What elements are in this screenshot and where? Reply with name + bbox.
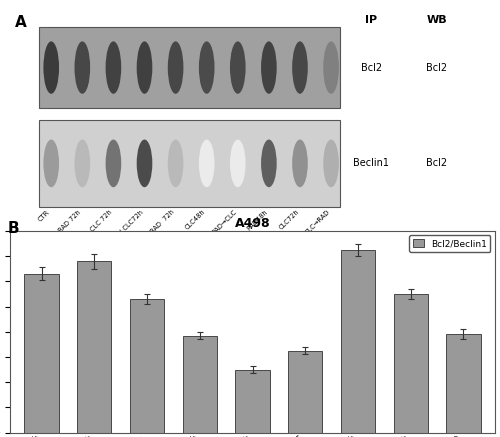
Text: Bcl2: Bcl2	[426, 158, 448, 168]
Bar	[236, 370, 270, 433]
Ellipse shape	[168, 139, 184, 187]
Text: CLC 72h: CLC 72h	[90, 209, 114, 232]
Bar	[341, 250, 375, 433]
Ellipse shape	[230, 42, 246, 94]
Text: RAD / CLC72h: RAD / CLC72h	[108, 209, 144, 246]
Text: RAD  72h: RAD 72h	[150, 209, 176, 235]
Ellipse shape	[168, 42, 184, 94]
Text: CLC→RAD: CLC→RAD	[304, 209, 331, 236]
Bar	[39, 27, 340, 108]
Ellipse shape	[199, 139, 214, 187]
Title: A498: A498	[234, 217, 270, 230]
Ellipse shape	[136, 139, 152, 187]
Ellipse shape	[230, 139, 246, 187]
Ellipse shape	[292, 42, 308, 94]
Bar	[39, 120, 340, 207]
Bar	[24, 274, 59, 433]
Bar	[77, 261, 112, 433]
Text: CLC72h: CLC72h	[278, 209, 300, 231]
Text: Beclin1: Beclin1	[354, 158, 390, 168]
Text: CTR: CTR	[38, 209, 51, 222]
Text: RAD→CLC: RAD→CLC	[210, 209, 238, 236]
Legend: Bcl2/Beclin1: Bcl2/Beclin1	[410, 236, 490, 252]
Ellipse shape	[106, 139, 121, 187]
Ellipse shape	[324, 139, 339, 187]
Bar	[288, 350, 322, 433]
Ellipse shape	[136, 42, 152, 94]
Text: RAD48h: RAD48h	[246, 209, 269, 232]
Text: RAD 72h: RAD 72h	[58, 209, 82, 233]
Ellipse shape	[44, 42, 59, 94]
Text: A: A	[15, 15, 26, 30]
Bar	[182, 336, 217, 433]
Ellipse shape	[292, 139, 308, 187]
Ellipse shape	[199, 42, 214, 94]
Text: B: B	[8, 221, 19, 236]
Bar	[394, 294, 428, 433]
Ellipse shape	[74, 139, 90, 187]
Ellipse shape	[74, 42, 90, 94]
Text: CLC48h: CLC48h	[184, 209, 206, 231]
Text: WB: WB	[426, 15, 447, 25]
Ellipse shape	[261, 139, 276, 187]
Text: IP: IP	[366, 15, 378, 25]
Ellipse shape	[324, 42, 339, 94]
Text: Bcl2: Bcl2	[426, 62, 448, 73]
Ellipse shape	[106, 42, 121, 94]
Bar	[130, 299, 164, 433]
Ellipse shape	[44, 139, 59, 187]
Bar	[446, 334, 480, 433]
Ellipse shape	[261, 42, 276, 94]
Text: Bcl2: Bcl2	[361, 62, 382, 73]
